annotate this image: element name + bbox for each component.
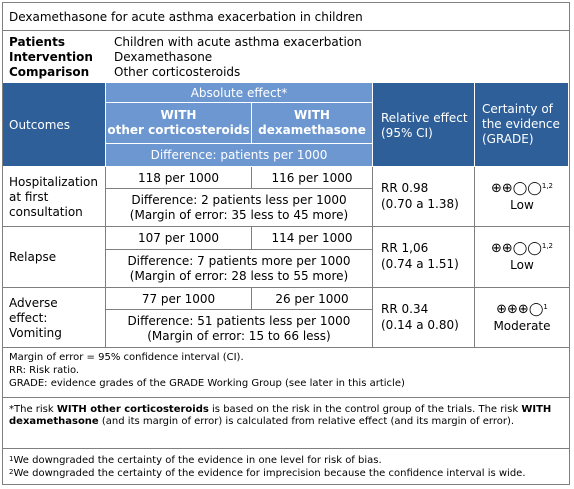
header-certainty: Certainty of the evidence (GRADE) [475, 83, 569, 167]
header-with-dexa: WITH dexamethasone [252, 103, 373, 144]
certainty-cell: ⊕⊕◯◯1,2 Low [475, 167, 569, 227]
header-difference-label: Difference: patients per 1000 [150, 148, 328, 162]
footnote-star-text: (and its margin of error) is calculated … [98, 416, 515, 427]
pico-value: Dexamethasone [114, 50, 213, 64]
outcome-cell: Relapse [3, 227, 106, 288]
difference-line: Difference: 2 patients less per 1000 [131, 193, 347, 207]
difference-cell: Difference: 2 patients less per 1000 (Ma… [106, 189, 373, 227]
grade-symbols-icon: ⊕⊕◯◯ [490, 241, 542, 256]
rr-ci: (0.74 a 1.51) [381, 257, 459, 271]
rr-value: RR 0.34 [381, 302, 429, 316]
pico-value: Other corticosteroids [114, 65, 241, 79]
grade-label: Low [510, 198, 534, 212]
grade-symbols-icon: ⊕⊕◯◯ [490, 181, 542, 196]
footnote-star-text: is based on the risk in the control grou… [208, 404, 522, 415]
header-with-other-line1: WITH [160, 108, 197, 122]
pico-value: Children with acute asthma exacerbation [114, 35, 362, 49]
outcome-line: consultation [9, 205, 83, 219]
header-certainty-line1: Certainty of [482, 102, 553, 116]
header-absolute-label: Absolute effect* [190, 86, 288, 100]
header-outcomes: Outcomes [3, 83, 106, 167]
difference-cell: Difference: 51 patients less per 1000 (M… [106, 310, 373, 348]
pico-row-comparison: Comparison Other corticosteroids [9, 65, 240, 80]
certainty-cell: ⊕⊕◯◯1,2 Low [475, 227, 569, 288]
outcome-line: effect: [9, 311, 48, 325]
rr-value: RR 1,06 [381, 241, 429, 255]
header-absolute-effect: Absolute effect* [106, 83, 373, 103]
table-title: Dexamethasone for acute asthma exacerbat… [3, 3, 569, 31]
header-difference: Difference: patients per 1000 [106, 144, 373, 167]
outcome-line: Hospitalization [9, 175, 98, 189]
footnote-text: We downgraded the certainty of the evide… [13, 468, 526, 479]
risk-other-cell: 118 per 1000 [106, 167, 252, 189]
pico-label: Patients [9, 35, 65, 49]
footnote-star-bold: WITH dexamethasone [9, 404, 552, 427]
relative-effect-cell: RR 1,06 (0.74 a 1.51) [373, 227, 475, 288]
rr-value: RR 0.98 [381, 181, 429, 195]
footnote-text: We downgraded the certainty of the evide… [13, 455, 382, 466]
footnote-marker: 1 [9, 455, 14, 463]
outcome-cell: Adverse effect: Vomiting [3, 288, 106, 348]
grade-label: Low [510, 258, 534, 272]
footnote-star-bold: WITH other corticosteroids [56, 404, 209, 415]
header-relative-effect: Relative effect (95% CI) [373, 83, 475, 167]
table-frame [2, 2, 570, 485]
outcome-line: Adverse [9, 296, 58, 310]
outcome-line: Vomiting [9, 326, 62, 340]
pico-label: Comparison [9, 65, 90, 79]
pico-row-intervention: Intervention Dexamethasone [9, 50, 212, 65]
header-with-dexa-line2: dexamethasone [258, 123, 366, 137]
risk-dexa-cell: 114 per 1000 [252, 227, 373, 250]
footnote-2: 2We downgraded the certainty of the evid… [3, 468, 569, 480]
rr-ci: (0.14 a 0.80) [381, 318, 459, 332]
grade-label: Moderate [493, 319, 551, 333]
footnote-divider [3, 397, 569, 398]
difference-cell: Difference: 7 patients more per 1000 (Ma… [106, 250, 373, 288]
margin-of-error-line: (Margin of error: 35 less to 45 more) [129, 208, 349, 222]
footnote-star-text: *The risk [9, 404, 57, 415]
risk-dexa-cell: 26 per 1000 [252, 288, 373, 310]
outcome-line: at first [9, 190, 49, 204]
pico-section: Patients Children with acute asthma exace… [3, 31, 569, 83]
header-with-other-line2: other corticosteroids [107, 123, 250, 137]
grade-footnote-ref: 1 [543, 303, 548, 311]
margin-of-error-line: (Margin of error: 28 less to 55 more) [129, 269, 349, 283]
pico-row-patients: Patients Children with acute asthma exace… [9, 35, 362, 50]
outcome-cell: Hospitalization at first consultation [3, 167, 106, 227]
footnote-grade: GRADE: evidence grades of the GRADE Work… [9, 378, 405, 389]
risk-other-cell: 77 per 1000 [106, 288, 252, 310]
footnote-divider [3, 448, 569, 449]
header-outcomes-label: Outcomes [9, 117, 71, 132]
footnote-star: *The risk WITH other corticosteroids is … [3, 404, 569, 428]
certainty-cell: ⊕⊕⊕◯1 Moderate [475, 288, 569, 348]
footnote-marker: 2 [9, 468, 14, 476]
relative-effect-cell: RR 0.34 (0.14 a 0.80) [373, 288, 475, 348]
risk-other-cell: 107 per 1000 [106, 227, 252, 250]
footnote-1: 1We downgraded the certainty of the evid… [3, 455, 569, 467]
difference-line: Difference: 7 patients more per 1000 [127, 254, 351, 268]
header-relative-line2: (95% CI) [381, 126, 433, 140]
grade-footnote-ref: 1,2 [541, 182, 554, 190]
footnote-ci: Margin of error = 95% confidence interva… [9, 352, 244, 363]
grade-footnote-ref: 1,2 [541, 242, 554, 250]
rr-ci: (0.70 a 1.38) [381, 197, 459, 211]
outcome-line: Relapse [9, 250, 57, 264]
footnote-rr: RR: Risk ratio. [9, 365, 80, 376]
grade-symbols-icon: ⊕⊕⊕◯ [496, 302, 544, 317]
header-relative-line1: Relative effect [381, 111, 468, 125]
difference-line: Difference: 51 patients less per 1000 [127, 314, 351, 328]
header-certainty-line2: the evidence [482, 117, 560, 131]
risk-dexa-cell: 116 per 1000 [252, 167, 373, 189]
header-certainty-line3: (GRADE) [482, 132, 534, 146]
pico-label: Intervention [9, 50, 93, 64]
margin-of-error-line: (Margin of error: 15 to 66 less) [147, 329, 331, 343]
relative-effect-cell: RR 0.98 (0.70 a 1.38) [373, 167, 475, 227]
header-with-dexa-line1: WITH [294, 108, 330, 122]
header-with-other: WITH other corticosteroids [106, 103, 252, 144]
